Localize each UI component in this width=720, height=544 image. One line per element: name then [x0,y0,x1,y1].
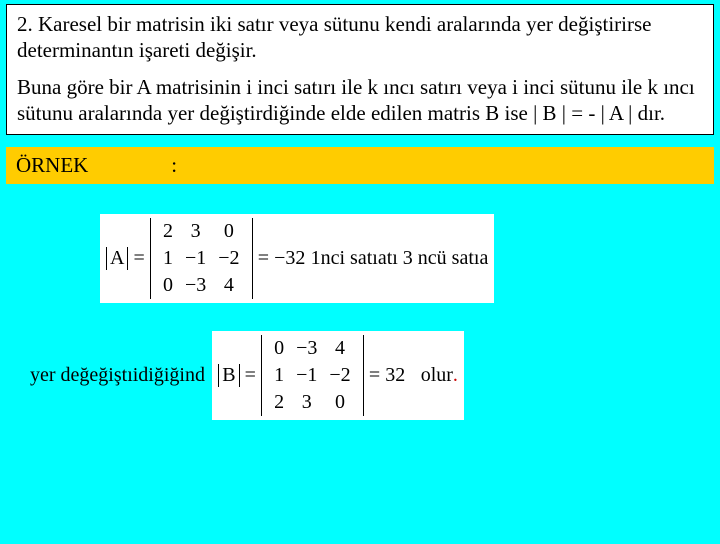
det-a-label: A [106,247,128,270]
rule-paragraph-2: Buna göre bir A matrisinin i inci satırı… [17,74,703,127]
rule-box: 2. Karesel bir matrisin iki satır veya s… [6,4,714,135]
matrix-b-cell: 3 [290,389,323,416]
matrix-a-cell: −2 [212,245,245,272]
det-b-label: B [218,364,239,387]
matrix-b-cell: −2 [323,362,356,389]
example-colon: : [171,153,177,177]
matrix-a-cell: −3 [179,272,212,299]
matrix-a: 2 3 0 1 −1 −2 0 −3 4 [150,218,253,299]
math-area: A = 2 3 0 1 −1 −2 0 −3 4 = [0,184,720,420]
matrix-b-cell: 0 [323,389,356,416]
example-label: ÖRNEK [16,153,166,178]
matrix-b-cell: 2 [268,389,290,416]
matrix-a-cell: 1 [157,245,179,272]
matrix-a-cell: 4 [212,272,245,299]
equation-a: A = 2 3 0 1 −1 −2 0 −3 4 = [100,214,494,303]
equation-b-row: yer değeğiştıidiğiğind B = 0 −3 4 1 −1 −… [30,331,690,420]
swap-text: yer değeğiştıidiğiğind [30,364,207,387]
det-b-tail: olur [421,364,453,387]
matrix-b-cell: 0 [268,335,290,362]
det-b-value: = 32 [369,364,405,387]
matrix-a-cell: −1 [179,245,212,272]
end-dot: . [453,364,458,387]
det-a-value: = −32 [258,247,306,270]
matrix-a-cell: 2 [157,218,179,245]
matrix-b-cell: −1 [290,362,323,389]
rule-paragraph-1: 2. Karesel bir matrisin iki satır veya s… [17,11,703,64]
equation-b: B = 0 −3 4 1 −1 −2 2 3 [212,331,464,420]
matrix-a-cell: 3 [179,218,212,245]
matrix-b-cell: −3 [290,335,323,362]
matrix-a-cell: 0 [157,272,179,299]
matrix-a-cell: 0 [212,218,245,245]
matrix-b-cell: 4 [323,335,356,362]
det-a-note: 1nci satıatı 3 ncü satıa [311,247,489,270]
example-bar: ÖRNEK : [6,147,714,184]
matrix-b-cell: 1 [268,362,290,389]
matrix-b: 0 −3 4 1 −1 −2 2 3 0 [261,335,364,416]
